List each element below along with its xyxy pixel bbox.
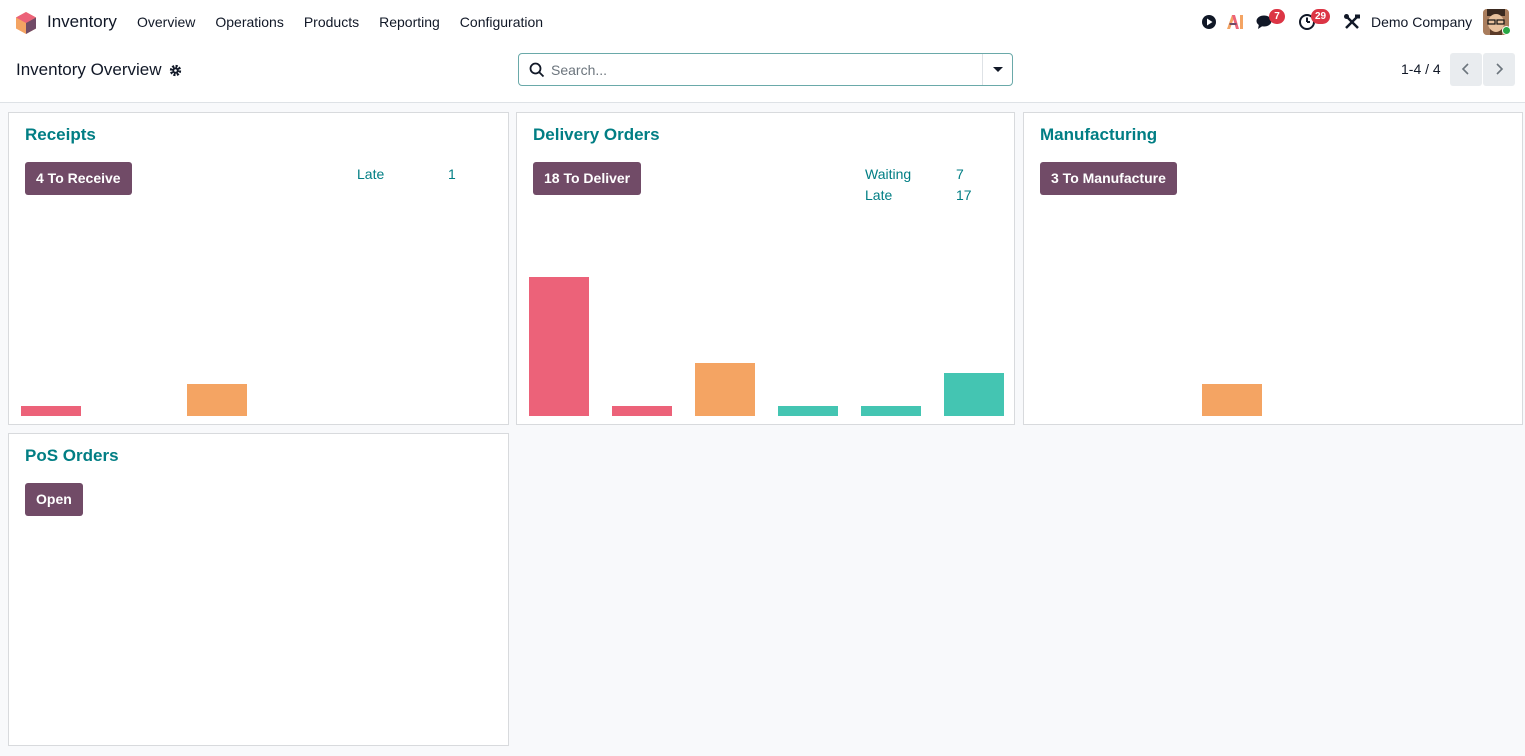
company-switcher[interactable]: Demo Company [1371,14,1473,30]
menu-overview[interactable]: Overview [137,14,196,30]
top-navbar: Inventory Overview Operations Products R… [0,0,1525,44]
search-options-toggle[interactable] [982,54,1012,85]
to-receive-button[interactable]: 4 To Receive [25,162,132,195]
messages-badge: 7 [1269,9,1285,24]
card-title[interactable]: Receipts [25,125,96,144]
systray: 7 29 Demo Company [1195,0,1525,44]
search-icon [529,62,545,78]
graph-bar-later-bar[interactable] [861,406,921,416]
receipts-card: Receipts 4 To Receive Late 1 [8,112,509,425]
pager-value[interactable]: 1-4 / 4 [1401,61,1441,77]
graph-bar-today-bar[interactable] [695,363,755,416]
graph-bar-late-bar[interactable] [21,406,81,416]
search-input[interactable] [551,54,981,85]
search-bar [518,53,1013,86]
gear-icon[interactable] [169,64,182,77]
open-session-button[interactable]: Open [25,483,83,516]
manufacturing-card: Manufacturing 3 To Manufacture [1023,112,1523,425]
play-icon[interactable] [1200,13,1218,31]
chevron-left-icon [1461,63,1469,75]
control-panel: Inventory Overview 1-4 / 4 [0,44,1525,103]
breadcrumb: Inventory Overview [16,60,182,80]
graph-bar-earlier-late-bar[interactable] [612,406,672,416]
to-manufacture-button[interactable]: 3 To Manufacture [1040,162,1177,195]
card-title[interactable]: PoS Orders [25,446,119,465]
main-menu: Overview Operations Products Reporting C… [137,14,563,30]
pager-previous-button[interactable] [1450,53,1482,86]
chat-icon[interactable] [1256,13,1274,31]
pager-next-button[interactable] [1483,53,1515,86]
pos-orders-card: PoS Orders Open [8,433,509,746]
tools-icon[interactable] [1343,13,1361,31]
graph-bar-late-bar[interactable] [529,277,589,416]
late-count[interactable]: 1 [448,166,456,182]
card-title[interactable]: Manufacturing [1040,125,1158,144]
chevron-right-icon [1496,63,1504,75]
waiting-count[interactable]: 7 [956,166,964,182]
card-title[interactable]: Delivery Orders [533,125,660,144]
inventory-app-logo-icon[interactable] [16,12,36,34]
menu-operations[interactable]: Operations [215,14,284,30]
graph-bar-future-late-bar[interactable] [944,373,1004,416]
menu-reporting[interactable]: Reporting [379,14,440,30]
delivery-orders-card: Delivery Orders 18 To Deliver Waiting 7 … [516,112,1015,425]
app-name[interactable]: Inventory [47,12,117,31]
caret-down-icon [993,67,1003,72]
graph-bar-today-bar[interactable] [187,384,247,416]
activities-badge: 29 [1311,9,1331,24]
menu-products[interactable]: Products [303,14,360,30]
late-count[interactable]: 17 [956,187,972,203]
waiting-link[interactable]: Waiting [865,166,912,182]
late-link[interactable]: Late [357,166,385,182]
to-deliver-button[interactable]: 18 To Deliver [533,162,642,195]
graph-bar-today-bar[interactable] [1202,384,1262,416]
page-title: Inventory Overview [16,60,162,79]
ai-icon[interactable] [1226,13,1244,31]
late-link[interactable]: Late [865,187,893,203]
menu-configuration[interactable]: Configuration [459,14,544,30]
online-status-icon [1502,26,1511,35]
graph-bar-future-bar[interactable] [778,406,838,416]
